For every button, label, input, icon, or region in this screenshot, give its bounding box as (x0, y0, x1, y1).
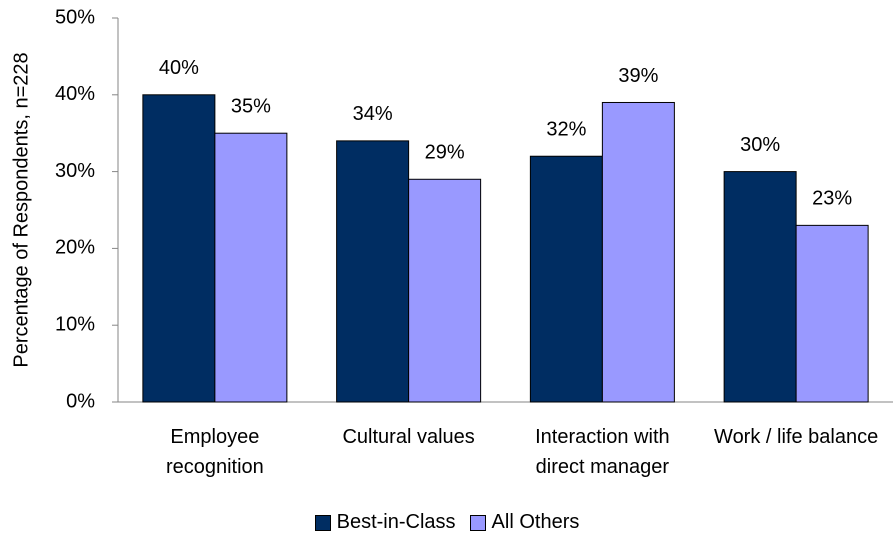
legend-item: All Others (469, 511, 580, 534)
bar (336, 140, 410, 403)
y-tick-label: 30% (55, 160, 95, 182)
value-label: 32% (546, 119, 586, 141)
bar (408, 178, 482, 403)
legend-item: Best-in-Class (314, 511, 456, 534)
bar (142, 94, 216, 403)
bar (601, 101, 675, 403)
value-label: 29% (425, 142, 465, 164)
value-label: 34% (353, 103, 393, 125)
y-tick-label: 0% (66, 390, 95, 412)
x-tick-label: Cultural values (342, 426, 475, 448)
y-tick-label: 50% (55, 6, 95, 28)
x-tick-label: Employee recognition (165, 426, 264, 478)
bar (529, 155, 603, 403)
legend-swatch (314, 514, 331, 531)
value-label: 35% (231, 95, 271, 117)
y-tick-label: 10% (55, 313, 95, 335)
value-label: 40% (159, 57, 199, 79)
y-tick-label: 20% (55, 237, 95, 259)
bar (795, 224, 869, 403)
legend-label: All Others (491, 511, 580, 533)
legend-label: Best-in-Class (336, 511, 456, 533)
bar (214, 132, 288, 403)
value-label: 39% (618, 65, 658, 87)
x-tick-label: Interaction with direct manager (535, 426, 670, 478)
legend-swatch (469, 514, 486, 531)
value-label: 23% (812, 188, 852, 210)
x-tick-label: Work / life balance (714, 426, 879, 448)
y-tick-label: 40% (55, 83, 95, 105)
value-label: 30% (740, 134, 780, 156)
y-axis-label: Percentage of Respondents, n=228 (10, 52, 32, 367)
legend: Best-in-Class All Others (0, 511, 894, 534)
bar (723, 171, 797, 403)
